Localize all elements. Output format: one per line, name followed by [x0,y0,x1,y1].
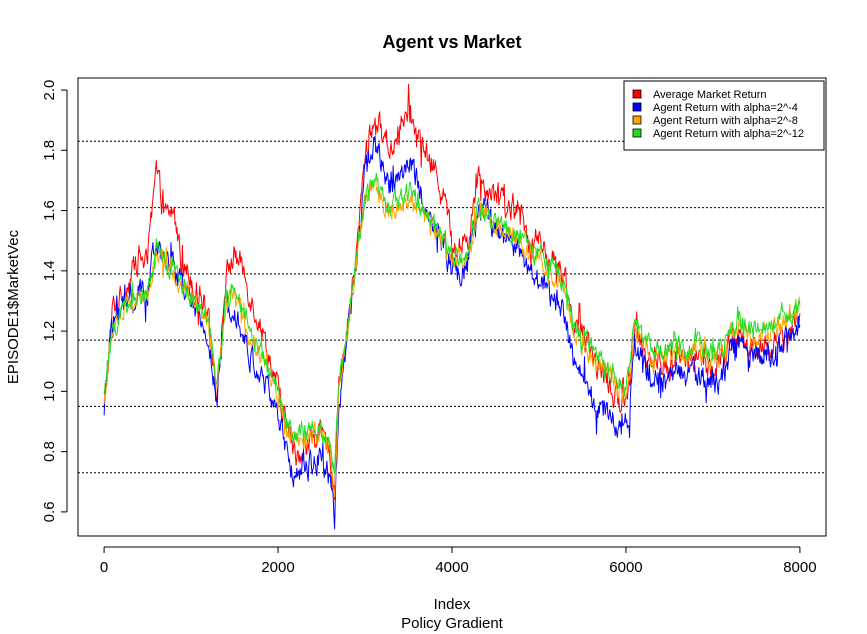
x-tick-label: 6000 [609,559,642,576]
legend-swatch [632,115,642,125]
x-tick-label: 2000 [261,559,294,576]
legend-label: Average Market Return [653,89,767,101]
y-axis-label: EPISODE1$MarketVec [5,229,22,384]
legend-label: Agent Return with alpha=2^-12 [653,128,804,140]
legend-label: Agent Return with alpha=2^-8 [653,115,798,127]
series-line [103,172,801,475]
plot-frame [77,77,827,537]
legend-label: Agent Return with alpha=2^-4 [653,102,798,114]
y-tick-label: 1.4 [41,260,58,281]
x-tick-label: 8000 [783,559,816,576]
legend-swatch [632,128,642,138]
y-tick-label: 2.0 [41,80,58,101]
x-tick-label: 4000 [435,559,468,576]
series-group [103,83,801,530]
x-axis-subtitle: Policy Gradient [401,615,504,632]
x-tick-label: 0 [100,559,108,576]
y-tick-label: 1.2 [41,321,58,342]
y-tick-label: 1.8 [41,140,58,161]
y-tick-label: 0.6 [41,501,58,522]
series-line [103,135,801,530]
x-axis-label: Index [434,596,471,613]
legend-swatch [632,102,642,112]
legend-box [623,80,825,151]
y-tick-label: 1.0 [41,381,58,402]
y-tick-label: 0.8 [41,441,58,462]
legend-swatch [632,89,642,99]
y-tick-label: 1.6 [41,200,58,221]
axes: 0 2000 4000 6000 8000 0.6 0.8 1.0 1.2 1.4 1.6 1.8 2.… [41,80,817,576]
chart-title: Agent vs Market [382,32,521,52]
